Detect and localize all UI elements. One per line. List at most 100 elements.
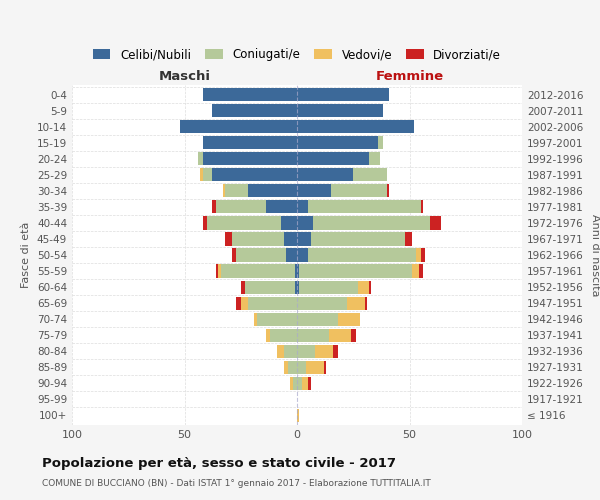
- Bar: [254, 312, 257, 326]
- Bar: [200, 168, 203, 181]
- Bar: [284, 344, 297, 358]
- Bar: [416, 248, 421, 262]
- Bar: [216, 264, 218, 278]
- Bar: [313, 216, 430, 230]
- Bar: [329, 328, 351, 342]
- Bar: [297, 168, 353, 181]
- Bar: [212, 104, 297, 117]
- Bar: [302, 376, 308, 390]
- Bar: [203, 88, 297, 101]
- Bar: [365, 296, 367, 310]
- Bar: [236, 248, 286, 262]
- Text: COMUNE DI BUCCIANO (BN) - Dati ISTAT 1° gennaio 2017 - Elaborazione TUTTITALIA.I: COMUNE DI BUCCIANO (BN) - Dati ISTAT 1° …: [42, 479, 431, 488]
- Bar: [241, 280, 245, 293]
- Bar: [295, 264, 297, 278]
- Bar: [421, 248, 425, 262]
- Bar: [347, 296, 365, 310]
- Bar: [297, 328, 329, 342]
- Bar: [308, 200, 421, 213]
- Bar: [225, 184, 248, 198]
- Bar: [297, 184, 331, 198]
- Bar: [286, 248, 297, 262]
- Bar: [297, 88, 389, 101]
- Bar: [297, 120, 414, 134]
- Bar: [308, 248, 416, 262]
- Bar: [353, 168, 387, 181]
- Bar: [290, 376, 293, 390]
- Bar: [419, 264, 423, 278]
- Bar: [297, 344, 315, 358]
- Bar: [412, 264, 419, 278]
- Y-axis label: Anni di nascita: Anni di nascita: [590, 214, 600, 296]
- Bar: [245, 280, 295, 293]
- Bar: [203, 216, 207, 230]
- Bar: [331, 184, 387, 198]
- Text: Femmine: Femmine: [376, 70, 443, 82]
- Bar: [311, 232, 405, 245]
- Bar: [232, 248, 236, 262]
- Bar: [203, 136, 297, 149]
- Bar: [212, 200, 216, 213]
- Bar: [306, 360, 324, 374]
- Bar: [297, 200, 308, 213]
- Bar: [198, 152, 203, 166]
- Bar: [297, 312, 337, 326]
- Bar: [277, 344, 284, 358]
- Bar: [297, 280, 299, 293]
- Bar: [297, 409, 299, 422]
- Bar: [203, 168, 212, 181]
- Bar: [358, 280, 369, 293]
- Bar: [284, 232, 297, 245]
- Bar: [299, 280, 358, 293]
- Bar: [315, 344, 333, 358]
- Bar: [216, 200, 265, 213]
- Bar: [297, 264, 299, 278]
- Bar: [333, 344, 337, 358]
- Bar: [203, 152, 297, 166]
- Bar: [295, 280, 297, 293]
- Bar: [270, 328, 297, 342]
- Bar: [297, 152, 369, 166]
- Bar: [223, 184, 225, 198]
- Bar: [221, 264, 295, 278]
- Bar: [297, 136, 378, 149]
- Bar: [257, 312, 297, 326]
- Bar: [299, 264, 412, 278]
- Bar: [293, 376, 297, 390]
- Bar: [378, 136, 383, 149]
- Bar: [265, 328, 270, 342]
- Bar: [405, 232, 412, 245]
- Bar: [207, 216, 281, 230]
- Bar: [297, 216, 313, 230]
- Bar: [248, 184, 297, 198]
- Text: Maschi: Maschi: [158, 70, 211, 82]
- Bar: [180, 120, 297, 134]
- Bar: [241, 296, 248, 310]
- Bar: [297, 232, 311, 245]
- Bar: [284, 360, 288, 374]
- Bar: [297, 360, 306, 374]
- Bar: [248, 296, 297, 310]
- Bar: [337, 312, 360, 326]
- Bar: [369, 280, 371, 293]
- Bar: [387, 184, 389, 198]
- Bar: [212, 168, 297, 181]
- Bar: [232, 232, 284, 245]
- Bar: [430, 216, 441, 230]
- Bar: [265, 200, 297, 213]
- Bar: [369, 152, 380, 166]
- Bar: [297, 248, 308, 262]
- Bar: [281, 216, 297, 230]
- Bar: [218, 264, 221, 278]
- Bar: [288, 360, 297, 374]
- Legend: Celibi/Nubili, Coniugati/e, Vedovi/e, Divorziati/e: Celibi/Nubili, Coniugati/e, Vedovi/e, Di…: [88, 44, 506, 66]
- Bar: [297, 376, 302, 390]
- Bar: [308, 376, 311, 390]
- Bar: [236, 296, 241, 310]
- Bar: [297, 296, 347, 310]
- Bar: [324, 360, 326, 374]
- Text: Popolazione per età, sesso e stato civile - 2017: Popolazione per età, sesso e stato civil…: [42, 458, 396, 470]
- Bar: [351, 328, 355, 342]
- Bar: [297, 104, 383, 117]
- Y-axis label: Fasce di età: Fasce di età: [22, 222, 31, 288]
